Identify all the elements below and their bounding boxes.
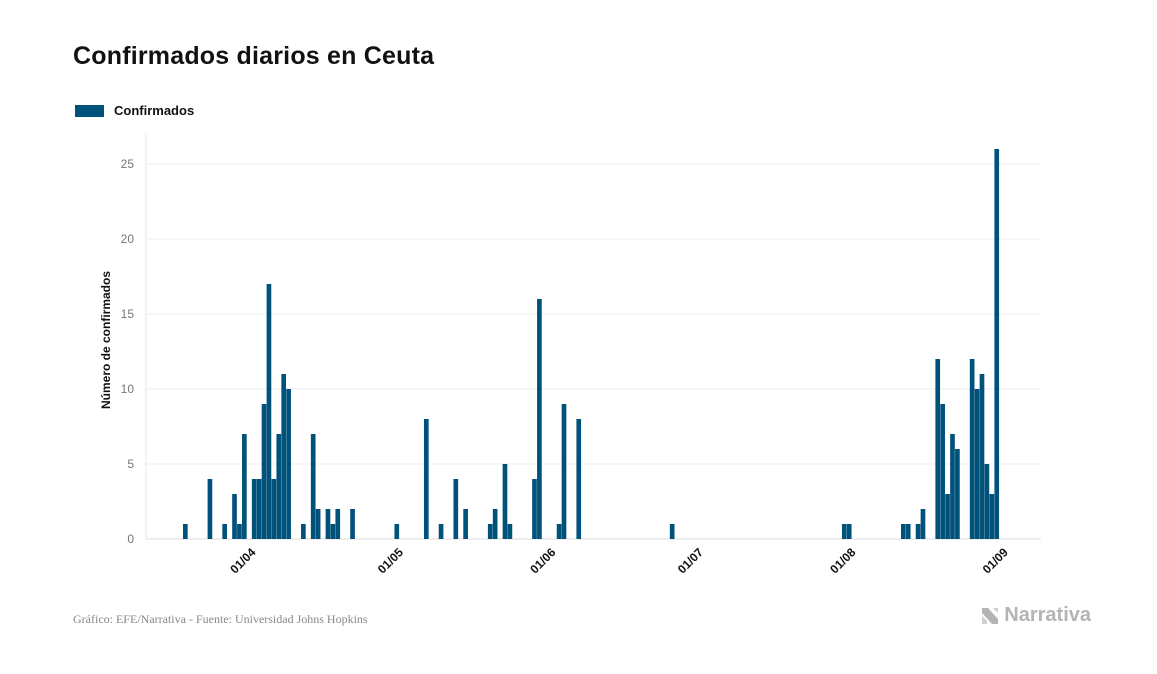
y-tick-label: 15 xyxy=(121,307,135,321)
bar xyxy=(281,374,287,539)
bar xyxy=(940,404,945,539)
bar xyxy=(301,524,306,539)
bar xyxy=(261,404,267,539)
bar xyxy=(394,524,400,539)
bar xyxy=(310,434,316,539)
bar xyxy=(315,509,321,539)
x-tick-label: 01/05 xyxy=(375,545,406,576)
bar xyxy=(271,479,277,539)
bar xyxy=(463,509,468,539)
bar xyxy=(955,449,960,539)
bar xyxy=(423,419,429,539)
x-tick-label: 01/09 xyxy=(980,545,1011,576)
bar xyxy=(232,494,237,539)
bar xyxy=(438,524,444,539)
legend-label: Confirmados xyxy=(114,103,195,118)
bar xyxy=(276,434,282,539)
bar xyxy=(502,464,508,539)
bar xyxy=(350,509,355,539)
y-tick-label: 20 xyxy=(121,232,135,246)
bar xyxy=(915,524,921,539)
bar xyxy=(256,479,262,539)
bar xyxy=(950,434,955,539)
bar xyxy=(905,524,911,539)
bar xyxy=(183,524,188,539)
narrativa-logo-icon xyxy=(982,607,999,624)
grid xyxy=(145,134,1041,540)
bar xyxy=(242,434,247,539)
chart-title: Confirmados diarios en Ceuta xyxy=(73,42,435,70)
bar xyxy=(266,284,272,539)
y-tick-label: 0 xyxy=(127,532,134,546)
bar xyxy=(507,524,513,539)
bar xyxy=(920,509,926,539)
bar xyxy=(969,359,975,539)
y-tick-label: 10 xyxy=(121,382,135,396)
bar xyxy=(286,389,291,539)
brand-name: Narrativa xyxy=(1004,604,1091,626)
bar xyxy=(974,389,980,539)
bar xyxy=(487,524,493,539)
bar xyxy=(532,479,537,539)
x-tick-label: 01/08 xyxy=(827,545,858,576)
bar xyxy=(945,494,950,539)
bar xyxy=(537,299,542,539)
x-tick-label: 01/06 xyxy=(527,545,558,576)
source-footer: Gráfico: EFE/Narrativa - Fuente: Univers… xyxy=(73,612,368,626)
bar xyxy=(576,419,582,539)
bars xyxy=(183,149,1000,539)
bar xyxy=(237,524,242,539)
bar xyxy=(453,479,459,539)
y-axis-ticks: 0 5 10 15 20 25 xyxy=(121,157,135,546)
bar xyxy=(492,509,498,539)
bar xyxy=(335,509,341,539)
bar xyxy=(325,509,331,539)
brand-logo: Narrativa xyxy=(980,604,1091,627)
bar xyxy=(979,374,985,539)
y-tick-label: 5 xyxy=(127,457,134,471)
x-tick-label: 01/04 xyxy=(227,545,258,576)
x-axis-ticks: 01/04 01/05 01/06 01/07 01/08 01/09 xyxy=(227,545,1011,576)
legend: Confirmados xyxy=(75,103,194,118)
bar xyxy=(330,524,336,539)
bar xyxy=(556,524,562,539)
bar xyxy=(900,524,906,539)
bar xyxy=(207,479,213,539)
y-tick-label: 25 xyxy=(121,157,135,171)
legend-swatch xyxy=(75,104,104,117)
bar xyxy=(561,404,567,539)
bar xyxy=(846,524,852,539)
bar xyxy=(935,359,941,539)
bar xyxy=(989,494,995,539)
bar xyxy=(251,479,257,539)
bar xyxy=(841,524,847,539)
bar xyxy=(994,149,1000,539)
bar xyxy=(984,464,990,539)
bar xyxy=(669,524,675,539)
bar xyxy=(222,524,228,539)
x-tick-label: 01/07 xyxy=(675,545,706,576)
